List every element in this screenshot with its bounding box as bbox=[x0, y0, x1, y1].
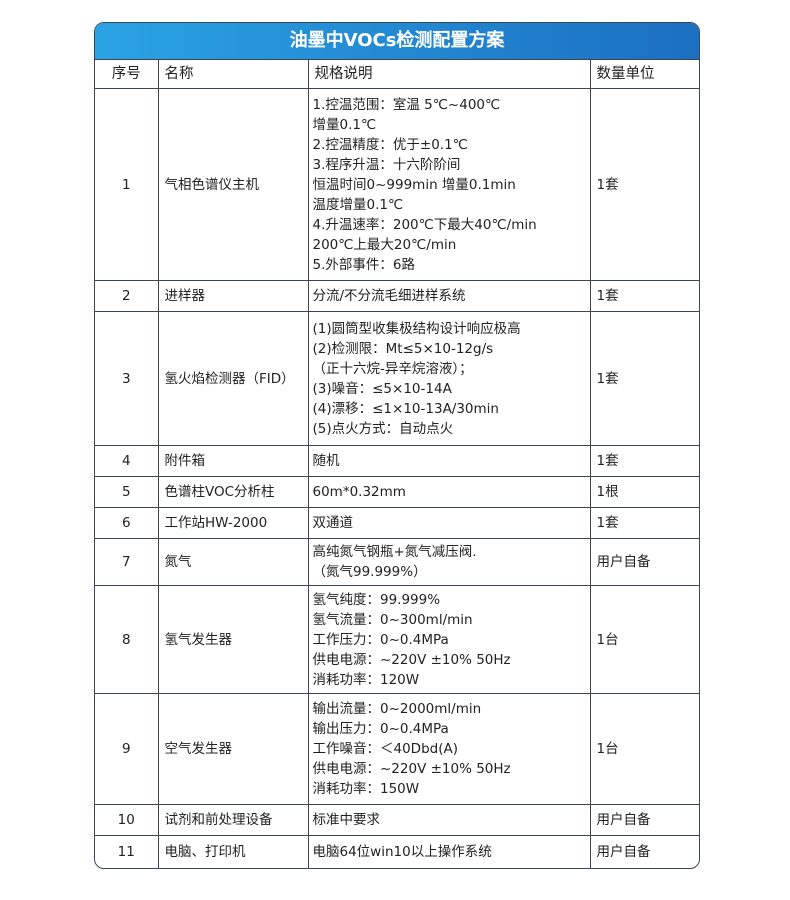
spec-line: 氢气流量：0~300ml/min bbox=[312, 611, 473, 628]
row-no: 4 bbox=[95, 445, 159, 477]
spec-line: 增量0.1℃ bbox=[312, 116, 377, 133]
row-qty: 用户自备 bbox=[589, 835, 699, 868]
spec-line: 恒温时间0~999min 增量0.1min bbox=[312, 176, 516, 193]
row-no: 5 bbox=[95, 476, 159, 508]
table-row: 10 试剂和前处理设备 标准中要求 用户自备 bbox=[95, 804, 699, 836]
header-no: 序号 bbox=[95, 60, 159, 89]
row-qty: 1根 bbox=[589, 476, 699, 508]
row-qty: 1套 bbox=[589, 507, 699, 539]
table-row: 2 进样器 分流/不分流毛细进样系统 1套 bbox=[95, 280, 699, 312]
row-spec: 标准中要求 bbox=[307, 804, 591, 836]
row-name: 工作站HW-2000 bbox=[157, 507, 309, 539]
row-name: 电脑、打印机 bbox=[157, 835, 309, 868]
spec-line: 4.升温速率：200℃下最大40℃/min bbox=[312, 216, 537, 233]
spec-line: 分流/不分流毛细进样系统 bbox=[312, 288, 466, 304]
row-spec: 分流/不分流毛细进样系统 bbox=[307, 280, 591, 312]
spec-line: 供电电源：~220V ±10% 50Hz bbox=[312, 651, 511, 668]
config-table-container: 油墨中VOCs检测配置方案 序号 名称 规格说明 数量单位 1 气相色谱仪主机 1.… bbox=[94, 22, 700, 869]
table-title: 油墨中VOCs检测配置方案 bbox=[95, 23, 699, 60]
spec-line: (5)点火方式：自动点火 bbox=[312, 420, 454, 437]
header-row: 序号 名称 规格说明 数量单位 bbox=[95, 60, 699, 89]
row-name: 气相色谱仪主机 bbox=[157, 88, 309, 281]
header-spec: 规格说明 bbox=[307, 60, 591, 89]
spec-line: 随机 bbox=[312, 453, 340, 469]
spec-line: (4)漂移：≤1×10-13A/30min bbox=[312, 400, 499, 417]
table-row: 7 氮气 高纯氮气钢瓶+氮气减压阀. （氮气99.999%） 用户自备 bbox=[95, 538, 699, 586]
row-qty: 1套 bbox=[589, 445, 699, 477]
row-no: 3 bbox=[95, 311, 159, 446]
table-row: 9 空气发生器 输出流量：0~2000ml/min 输出压力：0~0.4MPa 工作噪音… bbox=[95, 693, 699, 805]
row-name: 氮气 bbox=[157, 538, 309, 586]
row-no: 7 bbox=[95, 538, 159, 586]
row-spec: 双通道 bbox=[307, 507, 591, 539]
spec-line: (1)圆筒型收集极结构设计响应极高 bbox=[312, 320, 521, 337]
spec-line: 工作压力：0~0.4MPa bbox=[312, 631, 449, 648]
spec-line: 消耗功率：120W bbox=[312, 671, 420, 688]
row-qty: 用户自备 bbox=[589, 538, 699, 586]
table-row: 1 气相色谱仪主机 1.控温范围：室温 5℃~400℃ 增量0.1℃ 2.控温精度：优于… bbox=[95, 88, 699, 281]
spec-line: 1.控温范围：室温 5℃~400℃ bbox=[312, 96, 501, 113]
row-no: 9 bbox=[95, 693, 159, 805]
config-table: 序号 名称 规格说明 数量单位 1 气相色谱仪主机 1.控温范围：室温 5℃~400… bbox=[95, 60, 699, 868]
table-row: 5 色谱柱VOC分析柱 60m*0.32mm 1根 bbox=[95, 476, 699, 508]
row-name: 试剂和前处理设备 bbox=[157, 804, 309, 836]
row-no: 1 bbox=[95, 88, 159, 281]
spec-line: 标准中要求 bbox=[312, 812, 381, 828]
spec-line: 5.外部事件：6路 bbox=[312, 256, 415, 273]
spec-line: 双通道 bbox=[312, 515, 354, 531]
row-name: 氢火焰检测器（FID） bbox=[157, 311, 309, 446]
spec-line: 温度增量0.1℃ bbox=[312, 196, 404, 213]
header-qty: 数量单位 bbox=[589, 60, 699, 89]
spec-line: 输出压力：0~0.4MPa bbox=[312, 721, 449, 737]
spec-line: 2.控温精度：优于±0.1℃ bbox=[312, 136, 468, 153]
spec-line: (3)噪音：≤5×10-14A bbox=[312, 380, 452, 397]
table-row: 11 电脑、打印机 电脑64位win10以上操作系统 用户自备 bbox=[95, 835, 699, 868]
row-no: 8 bbox=[95, 585, 159, 694]
row-qty: 1套 bbox=[589, 280, 699, 312]
row-name: 色谱柱VOC分析柱 bbox=[157, 476, 309, 508]
header-name: 名称 bbox=[157, 60, 309, 89]
row-spec: 输出流量：0~2000ml/min 输出压力：0~0.4MPa 工作噪音：＜40Db… bbox=[307, 693, 591, 805]
spec-line: （正十六烷-异辛烷溶液）； bbox=[312, 360, 473, 377]
spec-line: 输出流量：0~2000ml/min bbox=[312, 701, 482, 717]
table-row: 6 工作站HW-2000 双通道 1套 bbox=[95, 507, 699, 539]
spec-line: 电脑64位win10以上操作系统 bbox=[312, 843, 492, 860]
row-qty: 用户自备 bbox=[589, 804, 699, 836]
row-spec: 随机 bbox=[307, 445, 591, 477]
row-spec: 电脑64位win10以上操作系统 bbox=[307, 835, 591, 868]
table-row: 4 附件箱 随机 1套 bbox=[95, 445, 699, 477]
spec-line: 供电电源：~220V ±10% 50Hz bbox=[312, 761, 511, 777]
row-qty: 1台 bbox=[589, 585, 699, 694]
row-spec: 1.控温范围：室温 5℃~400℃ 增量0.1℃ 2.控温精度：优于±0.1℃ 3.程… bbox=[307, 88, 591, 281]
row-spec: 高纯氮气钢瓶+氮气减压阀. （氮气99.999%） bbox=[307, 538, 591, 586]
spec-line: 消耗功率：150W bbox=[312, 781, 420, 797]
row-qty: 1套 bbox=[589, 311, 699, 446]
row-spec: 60m*0.32mm bbox=[307, 476, 591, 508]
spec-line: 高纯氮气钢瓶+氮气减压阀. bbox=[312, 544, 477, 560]
spec-line: 200℃上最大20℃/min bbox=[312, 236, 457, 253]
row-qty: 1台 bbox=[589, 693, 699, 805]
spec-line: 工作噪音：＜40Dbd(A) bbox=[312, 741, 458, 757]
spec-line: （氮气99.999%） bbox=[312, 564, 427, 580]
table-row: 8 氢气发生器 氢气纯度：99.999% 氢气流量：0~300ml/min 工作压力：0… bbox=[95, 585, 699, 694]
spec-line: 3.程序升温：十六阶阶间 bbox=[312, 156, 461, 173]
row-no: 11 bbox=[95, 835, 159, 868]
row-qty: 1套 bbox=[589, 88, 699, 281]
row-name: 进样器 bbox=[157, 280, 309, 312]
row-no: 10 bbox=[95, 804, 159, 836]
row-spec: (1)圆筒型收集极结构设计响应极高 (2)检测限：Mt≤5×10-12g/s （正十… bbox=[307, 311, 591, 446]
row-spec: 氢气纯度：99.999% 氢气流量：0~300ml/min 工作压力：0~0.4MP… bbox=[307, 585, 591, 694]
row-no: 2 bbox=[95, 280, 159, 312]
table-row: 3 氢火焰检测器（FID） (1)圆筒型收集极结构设计响应极高 (2)检测限：Mt≤5… bbox=[95, 311, 699, 446]
row-name: 空气发生器 bbox=[157, 693, 309, 805]
spec-line: (2)检测限：Mt≤5×10-12g/s bbox=[312, 340, 494, 357]
row-no: 6 bbox=[95, 507, 159, 539]
spec-line: 60m*0.32mm bbox=[312, 484, 406, 500]
spec-line: 氢气纯度：99.999% bbox=[312, 591, 441, 608]
row-name: 氢气发生器 bbox=[157, 585, 309, 694]
row-name: 附件箱 bbox=[157, 445, 309, 477]
